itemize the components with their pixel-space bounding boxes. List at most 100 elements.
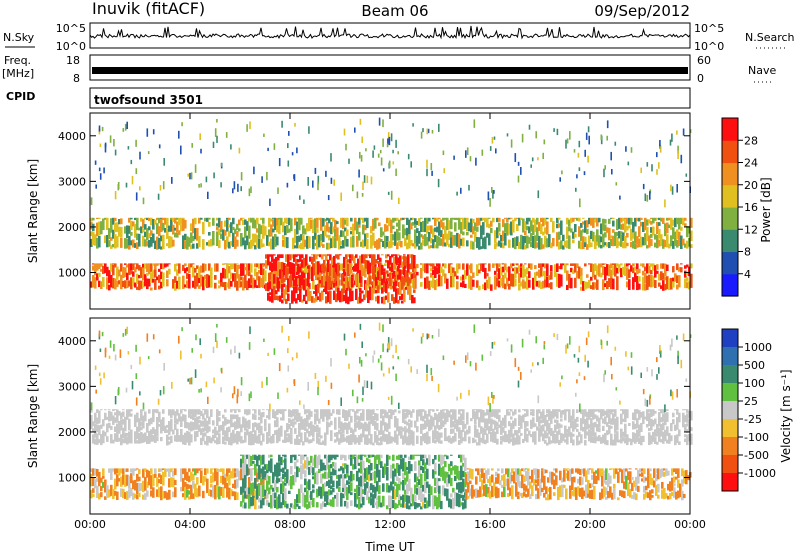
heatmap-cell	[250, 239, 253, 249]
heatmap-cell	[592, 409, 595, 420]
heatmap-cell	[332, 487, 335, 493]
heatmap-cell	[289, 254, 292, 261]
heatmap-cell	[603, 373, 605, 383]
heatmap-cell	[357, 258, 360, 274]
heatmap-cell	[116, 423, 119, 435]
heatmap-cell	[472, 409, 475, 419]
heatmap-cell	[684, 434, 687, 438]
heatmap-cell	[326, 472, 329, 479]
heatmap-cell	[410, 464, 413, 472]
heatmap-cell	[486, 433, 489, 443]
heatmap-cell	[208, 217, 211, 220]
heatmap-cell	[348, 421, 351, 430]
heatmap-cell	[434, 280, 437, 291]
heatmap-cell	[529, 476, 532, 480]
heatmap-cell	[434, 227, 437, 232]
heatmap-cell	[136, 483, 139, 495]
heatmap-cell	[386, 423, 389, 432]
heatmap-cell	[674, 435, 677, 446]
heatmap-cell	[554, 434, 557, 444]
heatmap-cell	[438, 478, 441, 482]
heatmap-cell	[309, 291, 312, 301]
heatmap-cell	[398, 219, 401, 231]
heatmap-cell	[152, 129, 155, 135]
heatmap-cell	[546, 442, 549, 446]
heatmap-cell	[342, 217, 345, 229]
heatmap-cell	[530, 369, 532, 373]
heatmap-cell	[338, 474, 341, 487]
heatmap-cell	[440, 230, 443, 237]
heatmap-cell	[678, 441, 681, 445]
heatmap-cell	[312, 498, 315, 508]
heatmap-cell	[422, 433, 425, 442]
heatmap-cell	[652, 275, 655, 287]
y-tick-label: 4000	[58, 130, 86, 143]
heatmap-cell	[166, 217, 169, 229]
heatmap-cell	[158, 274, 161, 283]
heatmap-cell	[484, 439, 487, 445]
heatmap-cell	[414, 501, 417, 510]
heatmap-cell	[106, 277, 109, 290]
heatmap-cell	[132, 492, 135, 500]
heatmap-cell	[438, 328, 440, 337]
heatmap-cell	[246, 409, 249, 416]
heatmap-cell	[596, 436, 599, 442]
heatmap-cell	[284, 471, 287, 478]
heatmap-cell	[308, 283, 311, 290]
heatmap-cell	[616, 231, 619, 237]
heatmap-cell	[594, 217, 597, 219]
heatmap-cell	[370, 434, 373, 445]
heatmap-cell	[275, 256, 278, 271]
heatmap-cell	[262, 466, 265, 480]
heatmap-cell	[358, 487, 361, 497]
colorbar-tick-label: -100	[744, 431, 769, 444]
heatmap-cell	[328, 502, 331, 506]
heatmap-cell	[94, 468, 97, 476]
heatmap-cell	[266, 376, 268, 386]
heatmap-cell	[314, 232, 317, 240]
heatmap-cell	[246, 124, 248, 132]
heatmap-cell	[469, 468, 472, 479]
heatmap-cell	[396, 263, 399, 266]
heatmap-cell	[522, 409, 525, 411]
heatmap-cell	[454, 492, 457, 506]
heatmap-cell	[326, 481, 329, 487]
heatmap-cell	[353, 265, 356, 272]
heatmap-cell	[553, 128, 555, 132]
heatmap-cell	[278, 217, 281, 220]
heatmap-cell	[426, 128, 429, 135]
heatmap-cell	[156, 489, 159, 497]
heatmap-cell	[543, 492, 546, 498]
heatmap-cell	[242, 220, 245, 225]
heatmap-cell	[670, 217, 673, 230]
heatmap-cell	[331, 267, 334, 279]
heatmap-cell	[326, 222, 329, 232]
heatmap-cell	[302, 492, 305, 507]
heatmap-cell	[319, 254, 322, 258]
heatmap-cell	[226, 482, 229, 491]
heatmap-cell	[316, 488, 319, 498]
heatmap-cell	[424, 233, 427, 247]
heatmap-cell	[527, 471, 530, 486]
heatmap-cell	[330, 485, 333, 490]
heatmap-cell	[664, 223, 667, 237]
heatmap-cell	[308, 409, 311, 411]
heatmap-cell	[142, 433, 145, 443]
heatmap-cell	[142, 228, 145, 233]
heatmap-cell	[192, 480, 195, 489]
heatmap-cell	[611, 169, 613, 175]
heatmap-cell	[106, 235, 109, 248]
heatmap-cell	[369, 254, 372, 259]
heatmap-cell	[358, 374, 360, 383]
heatmap-cell	[488, 233, 491, 246]
heatmap-cell	[428, 217, 431, 222]
heatmap-cell	[496, 409, 499, 419]
heatmap-cell	[324, 503, 327, 507]
heatmap-cell	[402, 472, 405, 479]
heatmap-cell	[557, 486, 560, 501]
heatmap-cell	[361, 298, 364, 302]
heatmap-cell	[366, 409, 369, 421]
heatmap-cell	[651, 489, 654, 494]
heatmap-cell	[378, 238, 381, 249]
heatmap-cell	[617, 471, 620, 483]
